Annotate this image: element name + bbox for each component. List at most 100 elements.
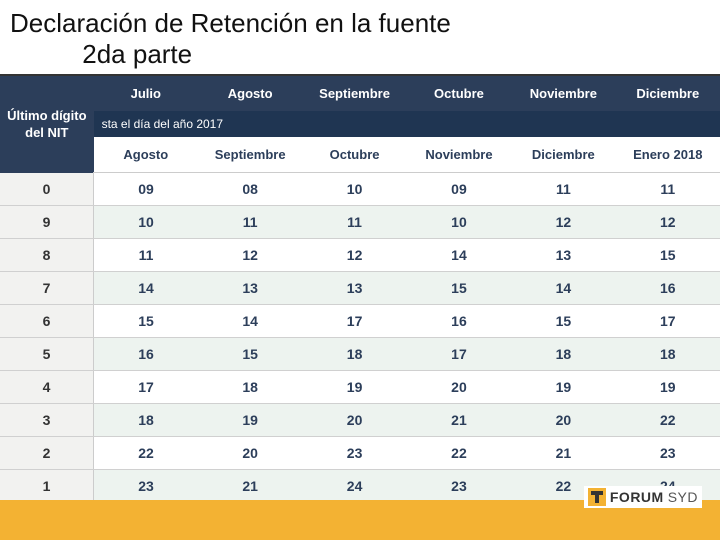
- date-cell: 18: [511, 338, 615, 371]
- date-cell: 11: [616, 173, 720, 206]
- date-cell: 17: [302, 305, 406, 338]
- date-cell: 14: [407, 239, 511, 272]
- nit-digit-cell: 5: [0, 338, 94, 371]
- date-cell: 20: [302, 404, 406, 437]
- date-cell: 12: [511, 206, 615, 239]
- nit-digit-cell: 2: [0, 437, 94, 470]
- date-cell: 13: [511, 239, 615, 272]
- date-cell: 15: [198, 338, 302, 371]
- table-row: 0090810091111: [0, 173, 720, 206]
- date-cell: 11: [302, 206, 406, 239]
- date-cell: 09: [407, 173, 511, 206]
- sub-month: Septiembre: [198, 137, 302, 173]
- nit-digit-cell: 9: [0, 206, 94, 239]
- table-row: 8111212141315: [0, 239, 720, 272]
- date-cell: 23: [407, 470, 511, 503]
- logo-icon: [588, 488, 606, 506]
- date-cell: 15: [407, 272, 511, 305]
- logo: FORUMSYD: [584, 486, 702, 508]
- table-row: 6151417161517: [0, 305, 720, 338]
- nit-digit-cell: 1: [0, 470, 94, 503]
- date-cell: 11: [198, 206, 302, 239]
- sub-month: Octubre: [302, 137, 406, 173]
- calendar-table: Último dígito del NIT Julio Agosto Septi…: [0, 76, 720, 503]
- page-title: Declaración de Retención en la fuente 2d…: [0, 0, 720, 76]
- date-cell: 11: [94, 239, 198, 272]
- date-cell: 17: [407, 338, 511, 371]
- sub-month: Noviembre: [407, 137, 511, 173]
- date-cell: 21: [407, 404, 511, 437]
- nit-header: Último dígito del NIT: [0, 76, 94, 173]
- date-cell: 20: [407, 371, 511, 404]
- date-cell: 17: [616, 305, 720, 338]
- sub-month: Diciembre: [511, 137, 615, 173]
- date-cell: 23: [94, 470, 198, 503]
- date-cell: 22: [407, 437, 511, 470]
- date-cell: 16: [616, 272, 720, 305]
- top-month: Agosto: [198, 76, 302, 111]
- date-cell: 16: [407, 305, 511, 338]
- date-cell: 14: [198, 305, 302, 338]
- date-cell: 24: [302, 470, 406, 503]
- date-cell: 19: [302, 371, 406, 404]
- date-cell: 10: [94, 206, 198, 239]
- date-cell: 15: [94, 305, 198, 338]
- date-cell: 20: [198, 437, 302, 470]
- date-cell: 23: [302, 437, 406, 470]
- date-cell: 09: [94, 173, 198, 206]
- date-cell: 18: [616, 338, 720, 371]
- date-cell: 12: [198, 239, 302, 272]
- date-cell: 15: [511, 305, 615, 338]
- logo-forum: FORUM: [610, 489, 664, 505]
- table-row: 7141313151416: [0, 272, 720, 305]
- date-cell: 16: [94, 338, 198, 371]
- date-cell: 23: [616, 437, 720, 470]
- year-band-text: sta el día del año 2017: [94, 111, 720, 137]
- nit-digit-cell: 3: [0, 404, 94, 437]
- top-month: Diciembre: [616, 76, 720, 111]
- date-cell: 12: [302, 239, 406, 272]
- year-band: sta el día del año 2017: [0, 111, 720, 137]
- date-cell: 10: [407, 206, 511, 239]
- table-row: 9101111101212: [0, 206, 720, 239]
- date-cell: 20: [511, 404, 615, 437]
- date-cell: 13: [302, 272, 406, 305]
- nit-digit-cell: 6: [0, 305, 94, 338]
- top-month: Julio: [94, 76, 198, 111]
- top-month: Noviembre: [511, 76, 615, 111]
- date-cell: 19: [198, 404, 302, 437]
- table-row: 2222023222123: [0, 437, 720, 470]
- date-cell: 10: [302, 173, 406, 206]
- date-cell: 21: [198, 470, 302, 503]
- date-cell: 14: [94, 272, 198, 305]
- date-cell: 19: [511, 371, 615, 404]
- date-cell: 19: [616, 371, 720, 404]
- nit-digit-cell: 4: [0, 371, 94, 404]
- calendar-table-wrap: Último dígito del NIT Julio Agosto Septi…: [0, 76, 720, 503]
- date-cell: 18: [94, 404, 198, 437]
- title-line1: Declaración de Retención en la fuente: [10, 8, 451, 38]
- date-cell: 18: [198, 371, 302, 404]
- nit-digit-cell: 8: [0, 239, 94, 272]
- date-cell: 14: [511, 272, 615, 305]
- date-cell: 21: [511, 437, 615, 470]
- date-cell: 11: [511, 173, 615, 206]
- date-cell: 17: [94, 371, 198, 404]
- nit-digit-cell: 0: [0, 173, 94, 206]
- table-top-header: Último dígito del NIT Julio Agosto Septi…: [0, 76, 720, 111]
- date-cell: 08: [198, 173, 302, 206]
- date-cell: 18: [302, 338, 406, 371]
- table-row: 3181920212022: [0, 404, 720, 437]
- date-cell: 12: [616, 206, 720, 239]
- date-cell: 22: [94, 437, 198, 470]
- sub-month: Enero 2018: [616, 137, 720, 173]
- sub-month: Agosto: [94, 137, 198, 173]
- title-line2: 2da parte: [82, 39, 192, 69]
- top-month: Octubre: [407, 76, 511, 111]
- logo-syd: SYD: [668, 489, 698, 505]
- table-sub-header: Agosto Septiembre Octubre Noviembre Dici…: [0, 137, 720, 173]
- date-cell: 13: [198, 272, 302, 305]
- table-row: 4171819201919: [0, 371, 720, 404]
- nit-digit-cell: 7: [0, 272, 94, 305]
- date-cell: 22: [616, 404, 720, 437]
